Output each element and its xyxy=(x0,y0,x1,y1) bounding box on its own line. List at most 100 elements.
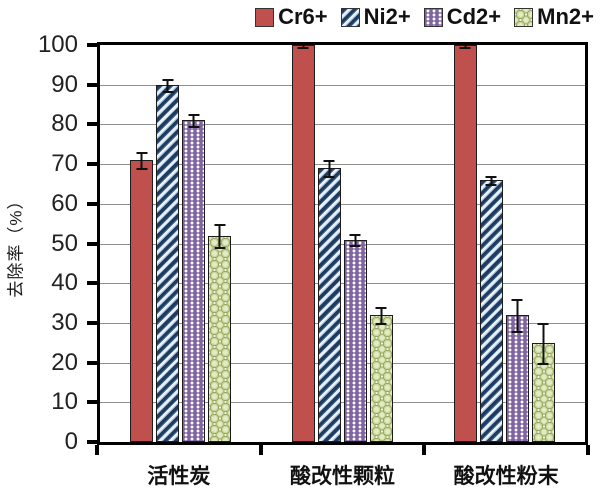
y-axis-tick-label: 50 xyxy=(51,229,78,257)
legend-item-Cr6+: Cr6+ xyxy=(255,4,328,30)
error-bar xyxy=(297,43,309,49)
error-bar xyxy=(136,152,148,171)
error-bar-cap-bottom xyxy=(136,168,148,171)
bar-group-3 xyxy=(423,43,585,442)
bar-Cd2+-酸改性粉末 xyxy=(505,299,529,442)
y-axis-tick-label: 90 xyxy=(51,70,78,98)
error-bar-cap-bottom xyxy=(375,322,387,325)
error-bar-cap-top xyxy=(485,176,497,179)
error-bar-line xyxy=(354,233,357,248)
error-bar-cap-bottom xyxy=(188,126,200,129)
error-bar xyxy=(375,307,387,325)
gridline xyxy=(100,362,585,364)
y-axis-tick xyxy=(87,320,97,325)
error-bar-line xyxy=(490,176,493,186)
y-axis-tick-label: 0 xyxy=(64,428,78,455)
error-bar xyxy=(537,322,549,365)
gridline xyxy=(100,322,585,324)
y-axis-tick-label: 60 xyxy=(51,189,78,217)
plot-area xyxy=(100,43,585,442)
y-axis-tick xyxy=(87,360,97,365)
error-bar xyxy=(188,114,200,129)
error-bar-cap-top xyxy=(375,307,387,310)
y-axis-tick xyxy=(87,281,97,286)
legend-swatch-stripes-icon xyxy=(340,7,360,27)
legend-label: Cd2+ xyxy=(446,4,502,29)
gridline xyxy=(100,84,585,86)
error-bar-line xyxy=(140,152,143,171)
x-axis-label-1: 活性炭 xyxy=(147,465,211,488)
y-axis-tick-label: 20 xyxy=(51,348,78,376)
error-bar-cap-bottom xyxy=(162,90,174,93)
bar-Cd2+-活性炭 xyxy=(182,114,206,442)
y-axis-tick xyxy=(87,241,97,246)
bar-Mn2+-酸改性颗粒 xyxy=(369,307,393,442)
error-bar xyxy=(459,43,471,49)
y-axis-tick xyxy=(87,122,97,127)
y-axis-tick xyxy=(87,82,97,87)
legend-item-Mn2+: Mn2+ xyxy=(514,4,594,30)
x-axis-label-2: 酸改性颗粒 xyxy=(289,465,395,488)
error-bar-cap-top xyxy=(537,322,549,325)
legend-swatch-circles-icon xyxy=(514,7,534,27)
error-bar-cap-bottom xyxy=(459,46,471,49)
gridline xyxy=(100,124,585,126)
error-bar-cap-top xyxy=(349,233,361,236)
error-bar-cap-top xyxy=(323,160,335,163)
y-axis-tick-label: 40 xyxy=(51,269,78,297)
bar-Mn2+-酸改性粉末 xyxy=(531,322,555,442)
y-axis-tick-label: 80 xyxy=(51,110,78,138)
y-axis-tick xyxy=(87,440,97,444)
error-bar-cap-bottom xyxy=(214,247,226,250)
error-bar-cap-top xyxy=(188,114,200,117)
bar-Ni2+-酸改性粉末 xyxy=(479,176,503,442)
error-bar-cap-top xyxy=(214,223,226,226)
y-axis-tick-label: 100 xyxy=(37,31,78,58)
x-axis-tick xyxy=(95,445,99,455)
bar-group-1 xyxy=(100,45,262,442)
bar-Mn2+-活性炭 xyxy=(208,223,232,442)
x-axis-tick xyxy=(258,445,263,455)
bar-group-2 xyxy=(262,43,424,442)
error-bar-line xyxy=(542,322,545,365)
bar-Ni2+-酸改性颗粒 xyxy=(317,160,341,442)
error-bar-cap-bottom xyxy=(323,176,335,179)
y-axis-tick-label: 10 xyxy=(51,388,78,416)
error-bar-line xyxy=(302,43,305,49)
legend-label: Cr6+ xyxy=(278,4,328,29)
y-axis-tick xyxy=(87,201,97,206)
gridline xyxy=(100,203,585,205)
legend-swatch-solid-icon xyxy=(255,7,275,27)
error-bar-cap-bottom xyxy=(511,330,523,333)
error-bar-cap-top xyxy=(459,43,471,46)
gridline xyxy=(100,283,585,285)
bar-Cr6+-活性炭 xyxy=(130,152,154,442)
legend-label: Mn2+ xyxy=(537,4,594,29)
error-bar-cap-bottom xyxy=(297,46,309,49)
x-axis-tick xyxy=(422,445,427,455)
error-bar-line xyxy=(516,299,519,333)
legend-label: Ni2+ xyxy=(363,4,411,29)
error-bar-cap-top xyxy=(162,78,174,81)
error-bar xyxy=(323,160,335,179)
legend-item-Ni2+: Ni2+ xyxy=(340,4,411,30)
error-bar-cap-bottom xyxy=(485,183,497,186)
error-bar-cap-top xyxy=(297,43,309,46)
gridline xyxy=(100,402,585,404)
error-bar-line xyxy=(464,43,467,49)
error-bar xyxy=(511,299,523,333)
error-bar-line xyxy=(192,114,195,129)
error-bar-line xyxy=(166,78,169,93)
error-bar-cap-top xyxy=(136,152,148,155)
legend-swatch-dots-icon xyxy=(423,7,443,27)
error-bar-line xyxy=(328,160,331,179)
error-bar xyxy=(214,223,226,250)
y-axis-tick xyxy=(87,162,97,167)
bar-Cr6+-酸改性粉末 xyxy=(453,43,477,442)
y-axis-tick xyxy=(87,400,97,405)
error-bar-line xyxy=(218,223,221,250)
bar-Cd2+-酸改性颗粒 xyxy=(343,233,367,442)
y-axis-tick-label: 70 xyxy=(51,150,78,178)
x-axis-label-3: 酸改性粉末 xyxy=(453,465,559,488)
